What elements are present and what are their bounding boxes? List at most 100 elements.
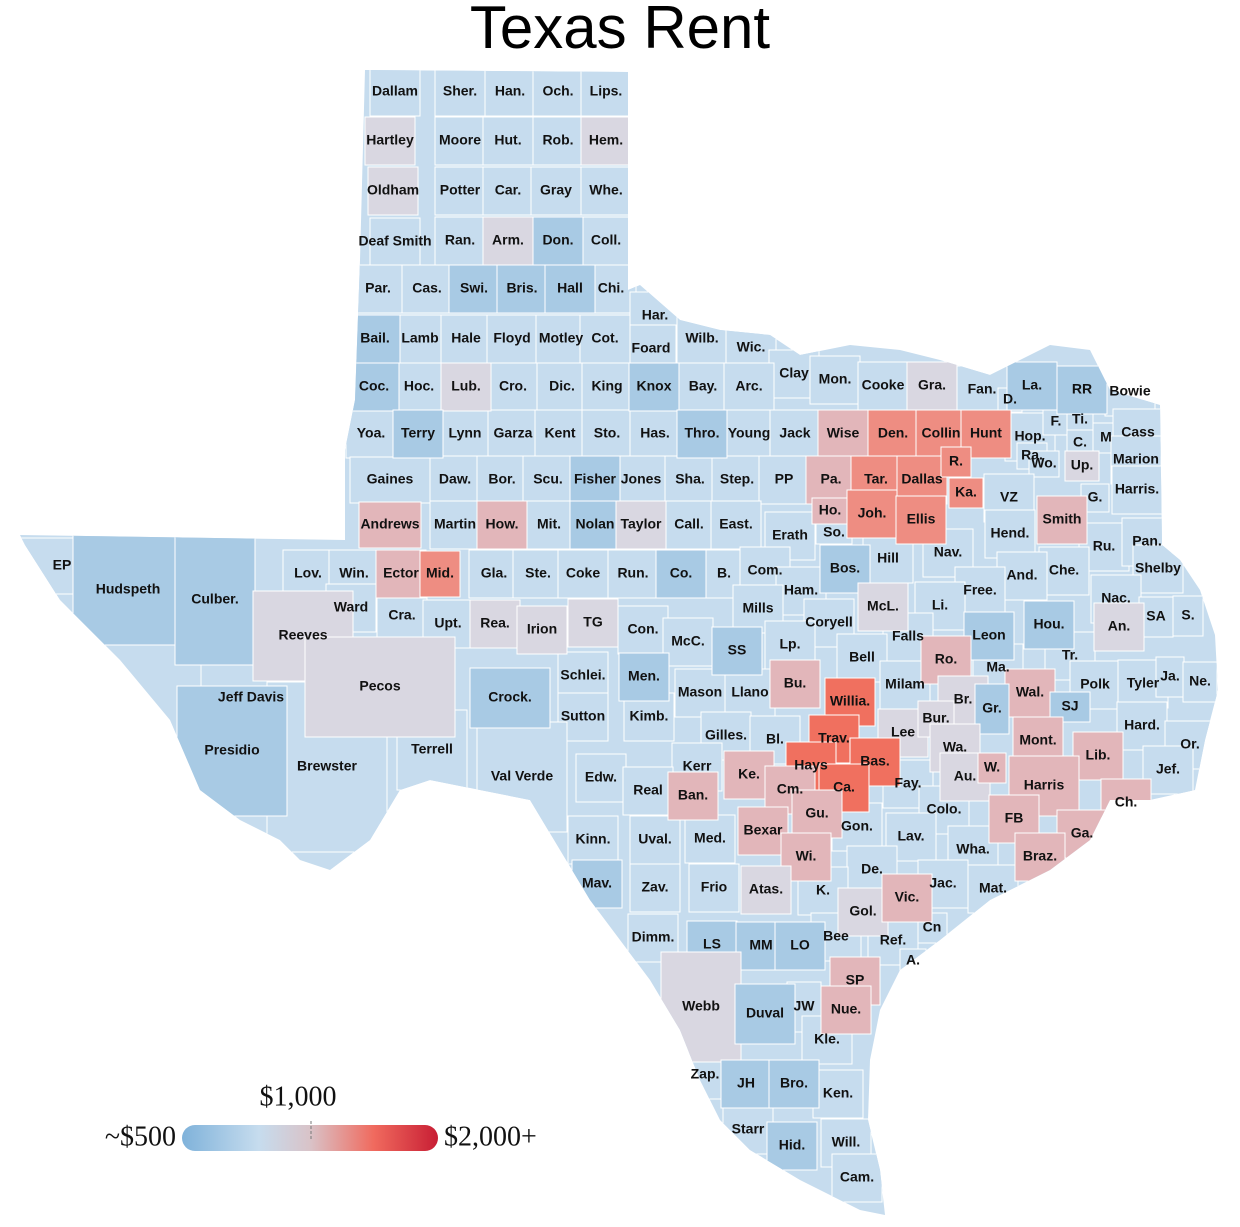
county-label: Che. — [1049, 562, 1079, 578]
county-label: RR — [1072, 381, 1092, 397]
county-label: Hou. — [1033, 616, 1064, 632]
county — [469, 599, 521, 649]
county-label: Up. — [1071, 457, 1094, 473]
county — [758, 455, 810, 505]
county — [304, 636, 456, 738]
county-label: Ellis — [907, 511, 936, 527]
county-label: SA — [1146, 608, 1165, 624]
county-label: Mav. — [582, 875, 612, 891]
county-label: Mid. — [426, 565, 454, 581]
county — [676, 409, 728, 459]
county-label: Young — [728, 425, 771, 441]
county-label: Colo. — [927, 801, 962, 817]
county-label: R. — [949, 453, 963, 469]
county-label: Moore — [439, 132, 481, 148]
county — [629, 815, 681, 865]
county-label: Kerr — [683, 758, 712, 774]
county-label: McL. — [867, 598, 899, 614]
county-label: Bell — [849, 649, 875, 665]
county-label: Run. — [617, 565, 648, 581]
county-label: Gon. — [841, 818, 873, 834]
county-label: Hut. — [494, 132, 521, 148]
county — [557, 549, 609, 599]
county-label: Men. — [628, 668, 660, 684]
county — [1056, 365, 1108, 415]
county-label: An. — [1108, 618, 1131, 634]
county — [469, 667, 551, 729]
county-label: Harris — [1024, 777, 1065, 793]
county-label: Brewster — [297, 758, 357, 774]
county-label: M — [1100, 429, 1112, 445]
county-label: Au. — [954, 768, 977, 784]
county — [948, 477, 984, 509]
county-label: Cooke — [862, 377, 905, 393]
county-label: SJ — [1061, 698, 1078, 714]
legend: ~$500 $1,000 $2,000+ — [105, 1081, 537, 1152]
county-label: Bay. — [689, 378, 718, 394]
county — [906, 361, 958, 411]
county — [375, 549, 427, 599]
county-label: Bu. — [784, 675, 807, 691]
county-label: Thro. — [685, 425, 720, 441]
county — [532, 216, 584, 266]
county-label: And. — [1006, 567, 1037, 583]
county-label: Real — [633, 782, 663, 798]
county — [581, 362, 633, 412]
county-label: Tar. — [864, 471, 888, 487]
county — [768, 1059, 820, 1109]
county-label: Reeves — [278, 627, 327, 643]
county-label: Taylor — [621, 516, 663, 532]
county-label: K. — [816, 882, 830, 898]
county-label: Ke. — [738, 766, 760, 782]
county-label: W. — [984, 759, 1000, 775]
county-label: Don. — [542, 232, 573, 248]
county-label: Bee — [823, 928, 849, 944]
county — [791, 789, 843, 839]
county-label: Dallam — [372, 83, 418, 99]
county-label: Cn — [923, 919, 942, 935]
county-label: Mat. — [979, 880, 1007, 896]
county-label: VZ — [1000, 489, 1018, 505]
county-label: Bos. — [830, 560, 860, 576]
county — [364, 116, 416, 166]
county-label: Ran. — [445, 232, 475, 248]
county — [615, 500, 667, 550]
county-label: Arm. — [492, 232, 524, 248]
county-label: Lub. — [451, 378, 481, 394]
county-label: Mont. — [1019, 732, 1056, 748]
county-label: Ban. — [678, 787, 708, 803]
county-label: PP — [775, 471, 794, 487]
county-label: Coryell — [805, 614, 852, 630]
county-label: Joh. — [858, 505, 887, 521]
county-label: Hop. — [1014, 428, 1045, 444]
county-label: Bas. — [860, 753, 890, 769]
county-label: Hard. — [1124, 717, 1160, 733]
county-label: Dic. — [549, 378, 575, 394]
county-label: Crock. — [488, 689, 532, 705]
county-label: Gla. — [481, 565, 507, 581]
county — [607, 549, 659, 599]
county — [984, 509, 1036, 559]
county — [522, 455, 574, 505]
county-label: Arc. — [735, 378, 762, 394]
county-label: Com. — [748, 562, 783, 578]
county — [580, 116, 632, 166]
county — [846, 489, 898, 539]
county-label: Call. — [674, 516, 704, 532]
county-label: Trav. — [818, 730, 850, 746]
county-label: Motley — [539, 330, 584, 346]
county — [369, 217, 421, 267]
county — [940, 446, 972, 478]
county-label: Harris. — [1115, 481, 1159, 497]
county — [476, 500, 528, 550]
county-label: Ru. — [1093, 538, 1116, 554]
county-label: Wic. — [737, 339, 766, 355]
county — [487, 362, 539, 412]
county-label: Upt. — [434, 615, 461, 631]
county-label: A. — [906, 952, 920, 968]
county-label: McC. — [671, 633, 704, 649]
county-label: Ch. — [1115, 794, 1138, 810]
county-label: Cass — [1121, 424, 1155, 440]
county-labels: Dallam Sher. Han. Och. Lips. Hartley Moore Hut.… — [53, 83, 1211, 1185]
